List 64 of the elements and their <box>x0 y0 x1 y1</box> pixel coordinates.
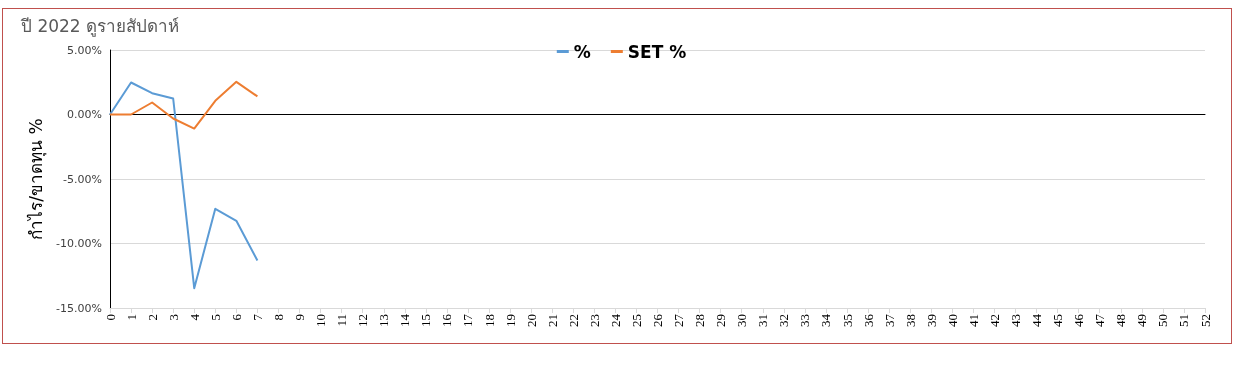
x-tick-label: 0 <box>102 314 118 321</box>
x-tick-label: 13 <box>376 314 392 327</box>
x-tick-label: 16 <box>439 313 455 327</box>
x-tick-label: 50 <box>1155 314 1171 327</box>
line-series <box>109 81 259 290</box>
x-tick-label: 6 <box>228 313 244 321</box>
x-tick-label: 22 <box>565 314 581 327</box>
x-tick-label: 4 <box>186 313 202 321</box>
x-tick-label: 9 <box>292 314 308 321</box>
x-tick-label: 45 <box>1050 314 1066 327</box>
chart-title: ปี 2022 ดูรายสัปดาห์ <box>20 15 180 37</box>
x-tick-label: 32 <box>776 314 792 327</box>
y-tick-label: -15.00% <box>56 301 102 315</box>
x-tick-label: 38 <box>902 314 918 327</box>
x-tick-label: 27 <box>671 313 687 327</box>
x-tick-label: 49 <box>1134 314 1150 327</box>
legend-label: % <box>573 41 591 62</box>
x-tick-label: 26 <box>650 313 665 327</box>
x-tick-label: 25 <box>628 314 644 327</box>
x-tick-label: 21 <box>544 314 560 327</box>
x-tick-label: 52 <box>1197 314 1213 327</box>
line-series <box>109 80 259 130</box>
x-tick-label: 1 <box>123 314 139 321</box>
x-tick-label: 47 <box>1092 313 1108 327</box>
x-tick-label: 41 <box>965 314 981 327</box>
x-tick-label: 17 <box>460 313 476 327</box>
x-tick-label: 11 <box>334 314 350 327</box>
x-tick-label: 36 <box>860 313 876 327</box>
x-tick-label: 34 <box>818 313 834 327</box>
x-tick-label: 33 <box>797 314 813 327</box>
x-tick-label: 8 <box>270 314 286 321</box>
x-tick-label: 44 <box>1029 313 1045 327</box>
x-tick-label: 19 <box>502 314 518 327</box>
x-tick-label: 46 <box>1071 313 1087 327</box>
x-tick-label: 35 <box>839 314 855 327</box>
y-tick-label: -10.00% <box>56 237 102 250</box>
x-tick-label: 18 <box>481 314 497 327</box>
x-tick-label: 23 <box>586 314 602 327</box>
y-tick-label: 0.00% <box>67 108 102 121</box>
x-tick-label: 15 <box>418 314 434 327</box>
x-tick-label: 39 <box>923 314 939 327</box>
x-tick-label: 40 <box>944 314 960 327</box>
x-tick-label: 30 <box>734 314 750 327</box>
x-tick-label: 31 <box>755 314 771 327</box>
x-tick-label: 28 <box>692 314 708 327</box>
x-tick-label: 37 <box>881 313 897 327</box>
x-tick-label: 51 <box>1176 314 1192 327</box>
x-tick-label: 2 <box>144 314 160 321</box>
x-tick-label: 43 <box>1007 314 1023 327</box>
y-tick-label: 5.00% <box>67 43 102 57</box>
x-tick-label: 24 <box>607 313 623 327</box>
x-tick-label: 14 <box>397 313 413 327</box>
x-tick-label: 12 <box>355 314 371 327</box>
y-tick-label: -5.00% <box>63 172 102 186</box>
x-tick-label: 7 <box>249 313 265 321</box>
x-tick-label: 42 <box>986 314 1002 327</box>
x-tick-label: 10 <box>313 314 329 327</box>
legend-label: SET % <box>627 41 687 62</box>
x-tick-label: 48 <box>1113 314 1129 327</box>
x-tick-label: 5 <box>207 314 223 321</box>
x-tick-label: 29 <box>713 314 729 327</box>
y-axis-title: กำไร/ขาดทุน % <box>25 118 47 240</box>
x-tick-label: 20 <box>523 314 539 327</box>
x-tick-label: 3 <box>165 314 181 321</box>
